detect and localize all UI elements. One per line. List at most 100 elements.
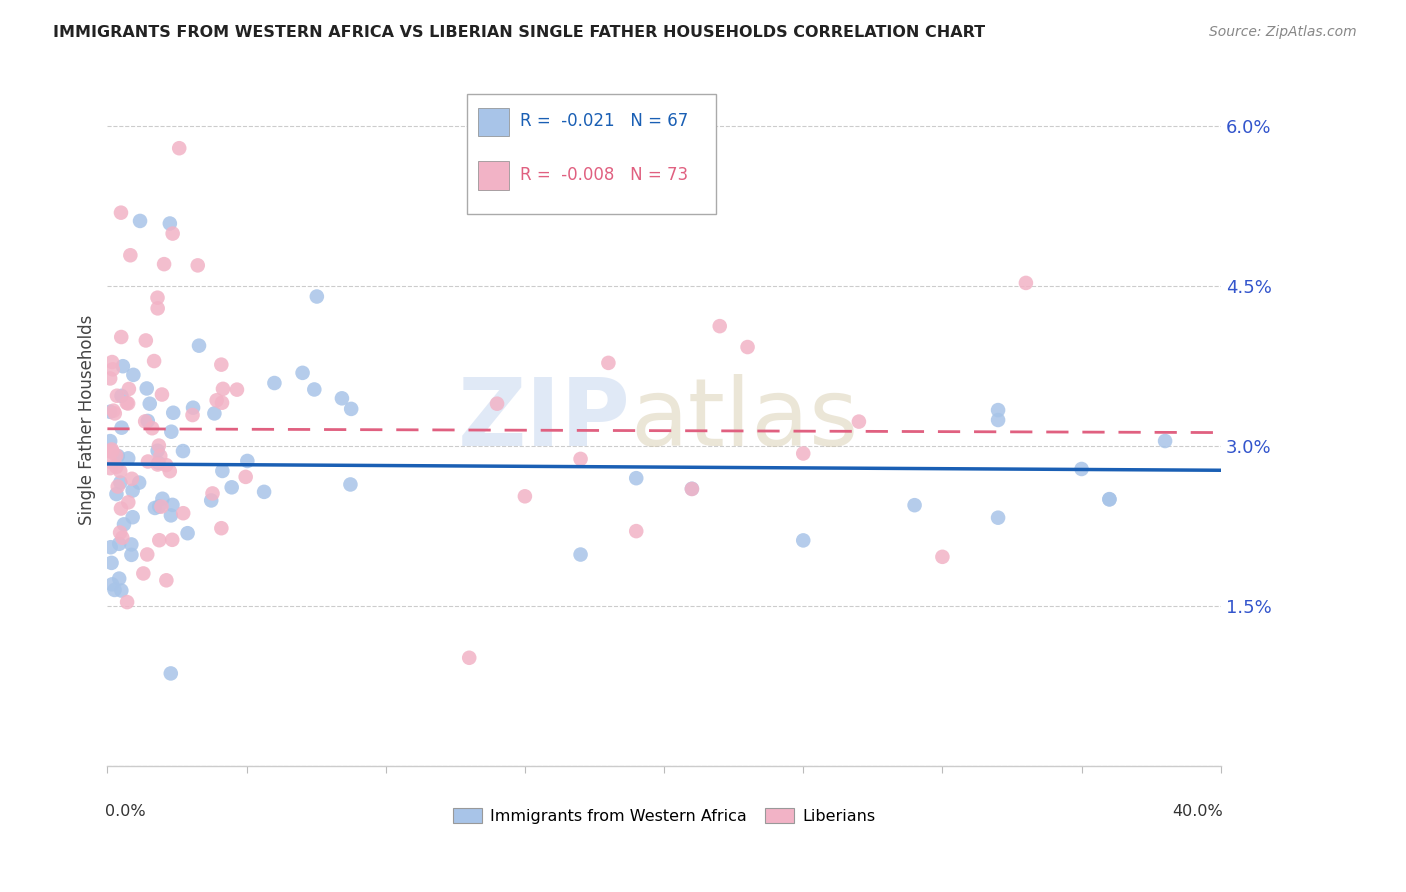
Point xyxy=(98,461,121,475)
Point xyxy=(105,389,128,403)
Point xyxy=(98,455,121,469)
Point xyxy=(792,446,814,460)
Point xyxy=(120,548,142,562)
Point xyxy=(103,403,125,417)
Point xyxy=(98,434,121,449)
Point xyxy=(569,451,592,466)
Point xyxy=(221,480,243,494)
Point xyxy=(101,362,124,376)
Point xyxy=(148,439,170,453)
Point xyxy=(98,405,121,419)
Point xyxy=(136,454,159,468)
Point xyxy=(110,501,132,516)
Text: atlas: atlas xyxy=(631,374,859,466)
Point xyxy=(146,301,169,316)
Point xyxy=(103,582,125,597)
Point xyxy=(211,464,233,478)
Point xyxy=(486,397,509,411)
Point xyxy=(226,383,249,397)
Point xyxy=(201,486,224,500)
Point xyxy=(134,414,156,428)
Point xyxy=(931,549,953,564)
Point xyxy=(211,395,233,409)
Point xyxy=(176,526,198,541)
Point xyxy=(110,583,132,598)
Point xyxy=(98,371,121,385)
Point xyxy=(236,454,259,468)
Point xyxy=(105,487,128,501)
Point xyxy=(110,475,132,490)
Point xyxy=(110,205,132,219)
Point xyxy=(148,533,170,548)
Text: IMMIGRANTS FROM WESTERN AFRICA VS LIBERIAN SINGLE FATHER HOUSEHOLDS CORRELATION : IMMIGRANTS FROM WESTERN AFRICA VS LIBERI… xyxy=(53,25,986,40)
Point xyxy=(162,227,184,241)
Legend: Immigrants from Western Africa, Liberians: Immigrants from Western Africa, Liberian… xyxy=(453,808,876,824)
Text: 0.0%: 0.0% xyxy=(105,805,146,820)
Point xyxy=(118,382,141,396)
Point xyxy=(598,356,620,370)
Point xyxy=(162,406,184,420)
Point xyxy=(132,566,155,581)
Point xyxy=(339,477,361,491)
Point xyxy=(108,537,131,551)
Point xyxy=(101,577,124,591)
Point xyxy=(330,392,353,406)
Point xyxy=(117,451,139,466)
Point xyxy=(111,531,134,545)
Point xyxy=(105,449,128,463)
Point xyxy=(188,339,211,353)
Point xyxy=(1015,276,1038,290)
Point xyxy=(128,475,150,490)
Point xyxy=(108,525,131,540)
Point xyxy=(305,289,328,303)
Point xyxy=(121,472,143,486)
Point xyxy=(987,413,1010,427)
Point xyxy=(110,330,132,344)
Point xyxy=(209,521,232,535)
Point xyxy=(181,408,204,422)
Point xyxy=(569,548,592,562)
Point xyxy=(112,517,135,532)
Point xyxy=(136,548,159,562)
Point xyxy=(159,666,181,681)
Point xyxy=(146,458,169,472)
Point xyxy=(205,393,228,408)
Point xyxy=(209,358,232,372)
Point xyxy=(162,498,184,512)
Point xyxy=(107,449,129,463)
Point xyxy=(111,359,134,374)
Text: R =  -0.021   N = 67: R = -0.021 N = 67 xyxy=(520,112,689,130)
Point xyxy=(987,403,1010,417)
Point xyxy=(149,449,172,463)
Point xyxy=(143,500,166,515)
Point xyxy=(160,425,183,439)
Point xyxy=(181,401,204,415)
Point xyxy=(200,493,222,508)
Point xyxy=(160,508,183,523)
Point xyxy=(172,444,194,458)
Point xyxy=(120,537,142,551)
Point xyxy=(187,259,209,273)
Point xyxy=(141,421,163,435)
Point xyxy=(212,382,235,396)
Point xyxy=(172,506,194,520)
Text: Source: ZipAtlas.com: Source: ZipAtlas.com xyxy=(1209,25,1357,39)
Point xyxy=(148,456,170,470)
Point xyxy=(146,443,169,458)
Point xyxy=(155,458,177,472)
Point xyxy=(626,524,648,538)
Point xyxy=(162,533,184,547)
Point xyxy=(100,556,122,570)
Point xyxy=(513,489,536,503)
Point xyxy=(129,214,152,228)
Point xyxy=(120,248,142,262)
Point xyxy=(737,340,759,354)
Point xyxy=(340,401,363,416)
Point xyxy=(458,650,481,665)
Point xyxy=(152,491,174,506)
Point xyxy=(903,498,925,512)
Point xyxy=(681,482,703,496)
Point xyxy=(121,510,143,524)
Text: R =  -0.008   N = 73: R = -0.008 N = 73 xyxy=(520,166,689,184)
Point xyxy=(153,257,176,271)
